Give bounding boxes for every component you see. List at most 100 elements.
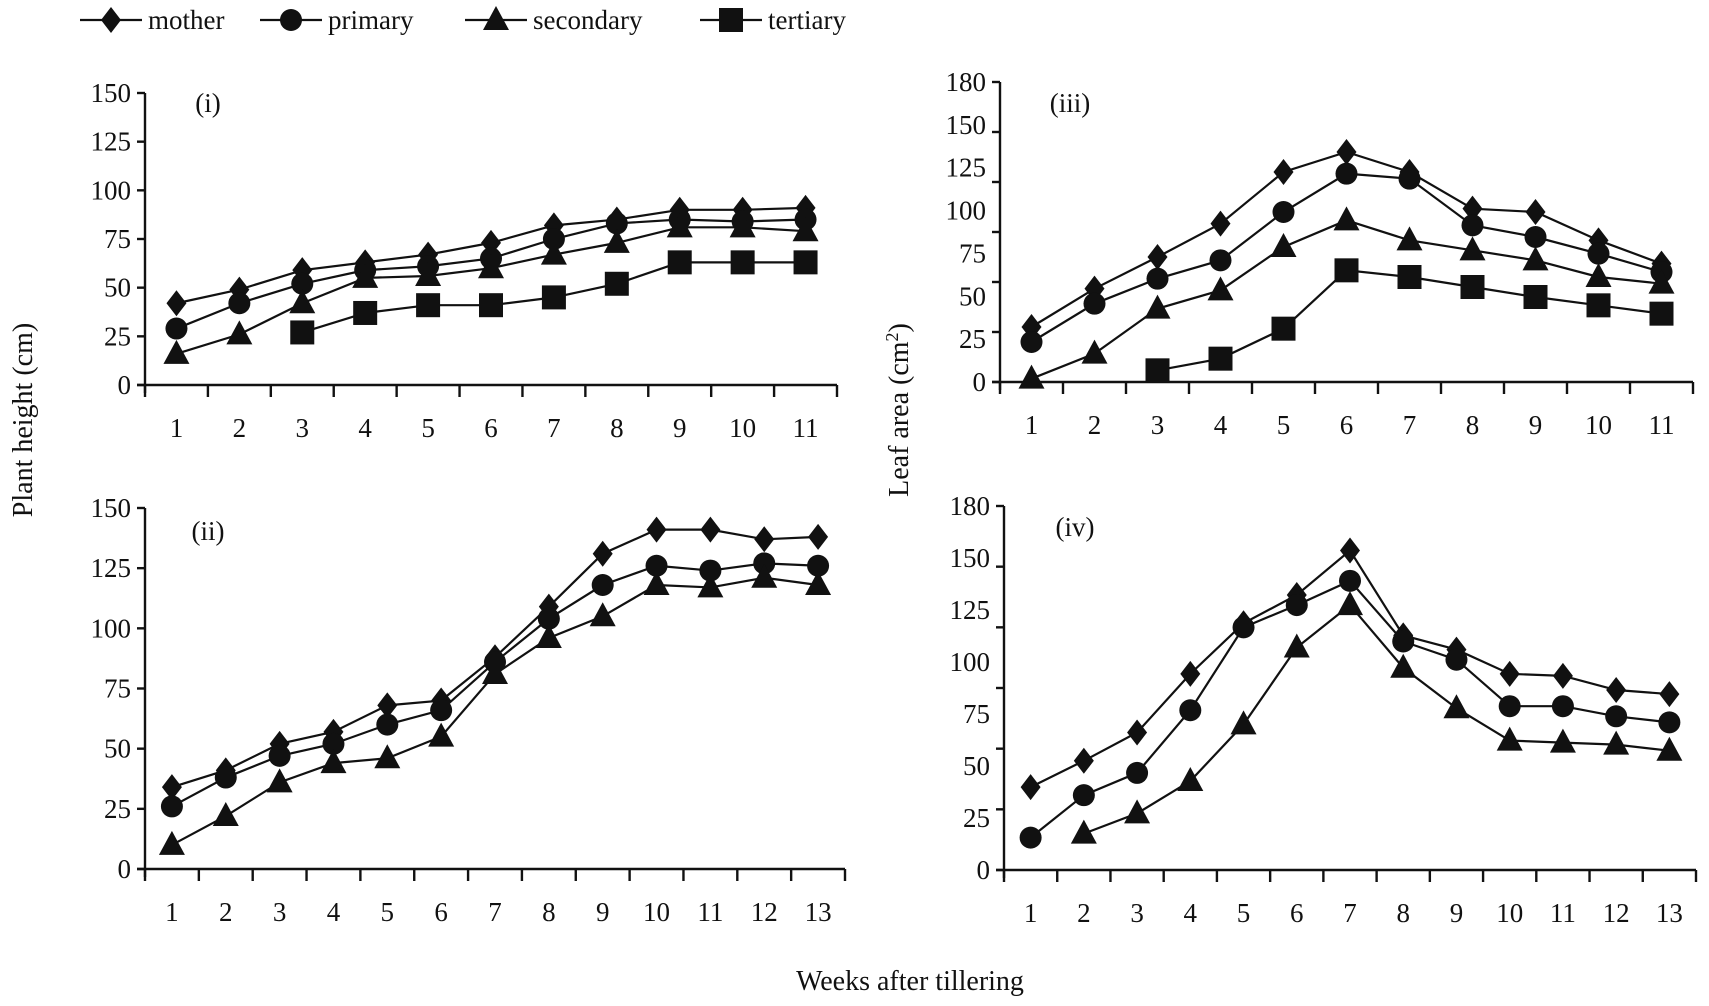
data-point-secondary [1230, 710, 1257, 735]
x-tick-label: 9 [1529, 410, 1543, 440]
data-point-secondary [1459, 236, 1486, 261]
x-tick-label: 9 [1450, 898, 1464, 928]
y-tick-label: 50 [963, 751, 990, 781]
y-tick-label: 180 [946, 67, 987, 97]
legend-marker-diamond [101, 7, 121, 33]
data-point-secondary [226, 320, 253, 345]
x-tick-label: 4 [327, 897, 341, 927]
data-point-secondary [266, 768, 293, 793]
data-point-tertiary [1523, 285, 1548, 309]
x-tick-label: 7 [1403, 410, 1417, 440]
data-point-primary [1179, 699, 1202, 722]
series-tertiary [290, 250, 818, 345]
legend-item-primary: primary [260, 5, 414, 35]
data-point-primary [537, 607, 560, 630]
data-point-secondary [1337, 591, 1363, 616]
data-point-tertiary [793, 250, 818, 275]
data-point-secondary [158, 830, 185, 855]
y-tick-label: 150 [950, 543, 991, 573]
data-point-primary [1020, 331, 1043, 353]
data-point-primary [1083, 292, 1106, 315]
data-point-mother [1606, 677, 1627, 704]
data-point-primary [1146, 267, 1169, 290]
y-axis-title-leaf-area-text: Leaf area (cm [884, 341, 915, 497]
x-tick-label: 3 [273, 897, 287, 927]
y-tick-label: 25 [963, 803, 990, 833]
data-point-mother [1210, 210, 1231, 237]
data-point-secondary [1124, 799, 1151, 824]
panel-label: (iv) [1056, 512, 1095, 542]
x-tick-label: 6 [1290, 898, 1304, 928]
data-point-primary [699, 559, 722, 582]
data-point-mother [808, 523, 829, 550]
x-tick-label: 11 [1550, 898, 1576, 928]
y-tick-label: 75 [959, 238, 986, 268]
x-tick-label: 1 [170, 413, 184, 443]
legend-item-mother: mother [80, 5, 224, 35]
x-tick-label: 4 [358, 413, 372, 443]
data-point-mother [754, 526, 775, 553]
y-tick-label: 100 [91, 175, 132, 205]
y-tick-label: 180 [950, 491, 991, 521]
x-axis-title: Weeks after tillering [796, 966, 1024, 997]
x-tick-label: 5 [1277, 410, 1291, 440]
data-point-secondary [666, 213, 693, 238]
data-point-primary [1398, 167, 1421, 190]
series-secondary [1070, 591, 1683, 844]
data-point-tertiary [1460, 275, 1485, 299]
x-tick-label: 1 [1025, 410, 1039, 440]
data-point-primary [268, 744, 291, 767]
y-tick-label: 50 [959, 281, 986, 311]
x-tick-label: 9 [673, 413, 687, 443]
data-point-secondary [1648, 269, 1675, 294]
x-tick-label: 5 [421, 413, 435, 443]
y-tick-label: 75 [104, 224, 131, 254]
data-point-mother [1127, 719, 1148, 746]
data-point-mother [1020, 774, 1041, 801]
data-point-mother [1552, 662, 1573, 689]
data-point-tertiary [1586, 293, 1611, 318]
panel-label: (i) [195, 88, 220, 118]
y-tick-label: 25 [959, 324, 986, 354]
x-tick-label: 6 [484, 413, 498, 443]
y-tick-label: 150 [946, 110, 987, 140]
data-point-tertiary [667, 250, 692, 275]
x-tick-label: 11 [793, 413, 819, 443]
data-point-primary [1587, 242, 1610, 265]
data-point-mother [161, 774, 182, 801]
data-point-primary [1445, 648, 1468, 671]
panel-i: 0 25 50 75 100 125 150 1 2 3 4 5 6 7 8 9 10 11 (i) [91, 78, 839, 443]
x-tick-label: 10 [643, 897, 670, 927]
panel-label: (iii) [1050, 88, 1091, 118]
data-point-mother [1273, 159, 1294, 185]
data-point-mother [1659, 681, 1680, 708]
data-point-mother [166, 290, 187, 317]
legend: mother primary secondary tertiary [80, 5, 846, 35]
x-tick-label: 8 [1396, 898, 1410, 928]
x-tick-label: 2 [233, 413, 247, 443]
legend-item-secondary: secondary [465, 5, 643, 35]
data-point-primary [753, 552, 776, 575]
data-point-mother [646, 516, 667, 543]
data-point-secondary [540, 240, 567, 265]
x-tick-label: 9 [596, 897, 610, 927]
y-tick-label: 125 [950, 595, 991, 625]
data-point-secondary [482, 660, 508, 685]
y-tick-label: 100 [946, 196, 987, 226]
series-line-primary [1030, 172, 1662, 343]
x-tick-label: 11 [1649, 410, 1675, 440]
data-point-secondary [1270, 233, 1297, 257]
x-tick-label: 7 [547, 413, 561, 443]
data-point-secondary [1333, 206, 1360, 231]
data-point-secondary [320, 749, 347, 774]
data-point-primary [1335, 162, 1358, 185]
y-axis-title-close: ) [884, 323, 915, 332]
x-tick-label: 8 [610, 413, 624, 443]
x-tick-label: 10 [1496, 898, 1523, 928]
y-tick-label: 150 [91, 493, 132, 523]
data-point-secondary [478, 254, 504, 279]
data-point-tertiary [1649, 301, 1674, 326]
data-point-primary [645, 554, 668, 577]
data-point-primary [228, 292, 251, 315]
